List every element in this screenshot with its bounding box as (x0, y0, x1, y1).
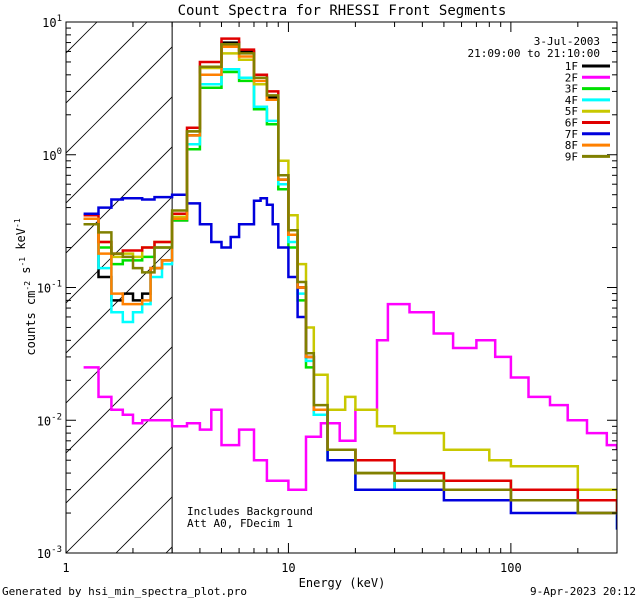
hatch-lines (66, 22, 640, 553)
hatch-line (266, 22, 640, 553)
series-5F (83, 52, 617, 501)
legend-label-8F: 8F (565, 139, 578, 152)
y-tick-label: 100 (42, 147, 62, 163)
legend-label-3F: 3F (565, 83, 578, 96)
series-7F (83, 193, 617, 530)
hatch-line (66, 396, 173, 504)
x-axis-label: Energy (keV) (299, 576, 386, 590)
y-tick-label: 101 (42, 14, 62, 30)
legend-label-6F: 6F (565, 117, 578, 130)
series-9F (83, 42, 617, 515)
y-tick-label: 10-3 (37, 545, 62, 561)
plot-frame (65, 21, 618, 554)
series-3F (83, 70, 617, 513)
legend-label-5F: 5F (565, 105, 578, 118)
hatch-line (66, 446, 173, 553)
series-2F (83, 302, 617, 491)
y-tick-label: 10-2 (37, 412, 62, 428)
legend-label-1F: 1F (565, 60, 578, 73)
hatch-line (66, 246, 173, 354)
series-lines (83, 37, 617, 530)
axis-tick-labels: 1 10 100 10-3 10-2 10-1 100 101 (37, 14, 522, 575)
series-4F (83, 68, 617, 530)
legend-label-4F: 4F (565, 94, 578, 107)
x-tick-label: 1 (62, 561, 69, 575)
series-8F (83, 45, 617, 515)
hatched-region (66, 22, 640, 553)
hatch-line (416, 22, 640, 553)
time-range-label: 21:09:00 to 21:10:00 (468, 47, 600, 60)
footer-generated-by: Generated by hsi_min_spectra_plot.pro (2, 585, 247, 598)
legend-label-2F: 2F (565, 71, 578, 84)
date-label: 3-Jul-2003 (534, 35, 600, 48)
hatch-line (616, 22, 640, 553)
axis-ticks (65, 21, 618, 554)
x-tick-label: 10 (281, 561, 295, 575)
legend-label-9F: 9F (565, 150, 578, 163)
y-axis-label: counts cm-2 s-1 keV-1 (13, 218, 38, 356)
legend-label-7F: 7F (565, 128, 578, 141)
annotation-background: Includes Background (187, 505, 313, 518)
y-tick-label: 10-1 (37, 280, 62, 296)
hatch-line (66, 96, 173, 204)
hatch-line (66, 196, 173, 304)
chart-title: Count Spectra for RHESSI Front Segments (178, 3, 507, 19)
series-group (83, 37, 617, 530)
hatch-line (66, 46, 173, 154)
x-tick-label: 100 (500, 561, 522, 575)
series-1F (83, 41, 617, 515)
footer-timestamp: 9-Apr-2023 20:12 (530, 585, 636, 598)
annotation-attenuator: Att A0, FDecim 1 (187, 517, 293, 530)
